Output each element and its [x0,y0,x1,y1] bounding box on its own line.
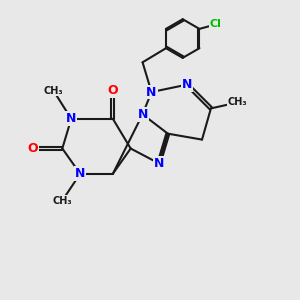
Text: O: O [27,142,38,155]
Text: CH₃: CH₃ [44,85,63,96]
Text: N: N [146,85,157,98]
Text: Cl: Cl [210,20,222,29]
Text: N: N [182,78,192,91]
Text: N: N [137,108,148,121]
Text: CH₃: CH₃ [52,196,72,206]
Text: N: N [154,157,164,170]
Text: N: N [75,167,85,180]
Text: O: O [107,84,118,97]
Text: CH₃: CH₃ [228,98,248,107]
Text: N: N [66,112,76,125]
